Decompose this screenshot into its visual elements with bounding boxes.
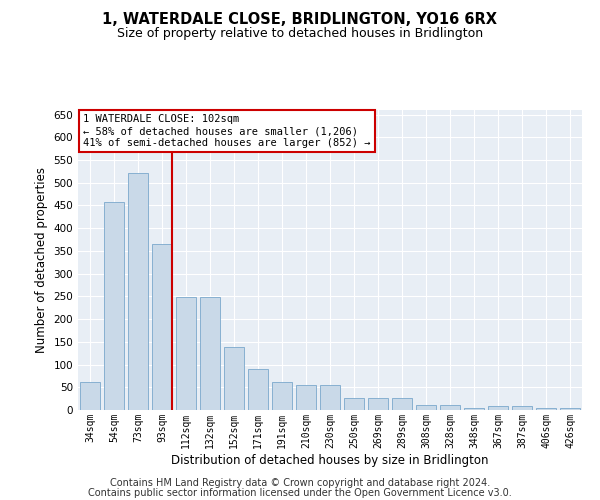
- Bar: [320, 386, 340, 410]
- Bar: [296, 385, 316, 410]
- Bar: [488, 406, 508, 410]
- Bar: [200, 298, 220, 410]
- Text: 1 WATERDALE CLOSE: 102sqm
← 58% of detached houses are smaller (1,206)
41% of se: 1 WATERDALE CLOSE: 102sqm ← 58% of detac…: [83, 114, 371, 148]
- Bar: [344, 398, 364, 410]
- Bar: [248, 368, 268, 410]
- Bar: [464, 408, 484, 410]
- Text: 1, WATERDALE CLOSE, BRIDLINGTON, YO16 6RX: 1, WATERDALE CLOSE, BRIDLINGTON, YO16 6R…: [103, 12, 497, 28]
- Bar: [560, 408, 580, 410]
- X-axis label: Distribution of detached houses by size in Bridlington: Distribution of detached houses by size …: [171, 454, 489, 466]
- Bar: [272, 382, 292, 410]
- Bar: [512, 406, 532, 410]
- Bar: [80, 382, 100, 410]
- Text: Contains public sector information licensed under the Open Government Licence v3: Contains public sector information licen…: [88, 488, 512, 498]
- Bar: [368, 398, 388, 410]
- Bar: [224, 348, 244, 410]
- Bar: [152, 244, 172, 410]
- Bar: [176, 298, 196, 410]
- Bar: [536, 408, 556, 410]
- Bar: [104, 202, 124, 410]
- Bar: [416, 404, 436, 410]
- Bar: [440, 404, 460, 410]
- Text: Size of property relative to detached houses in Bridlington: Size of property relative to detached ho…: [117, 28, 483, 40]
- Y-axis label: Number of detached properties: Number of detached properties: [35, 167, 48, 353]
- Bar: [392, 398, 412, 410]
- Bar: [128, 173, 148, 410]
- Text: Contains HM Land Registry data © Crown copyright and database right 2024.: Contains HM Land Registry data © Crown c…: [110, 478, 490, 488]
